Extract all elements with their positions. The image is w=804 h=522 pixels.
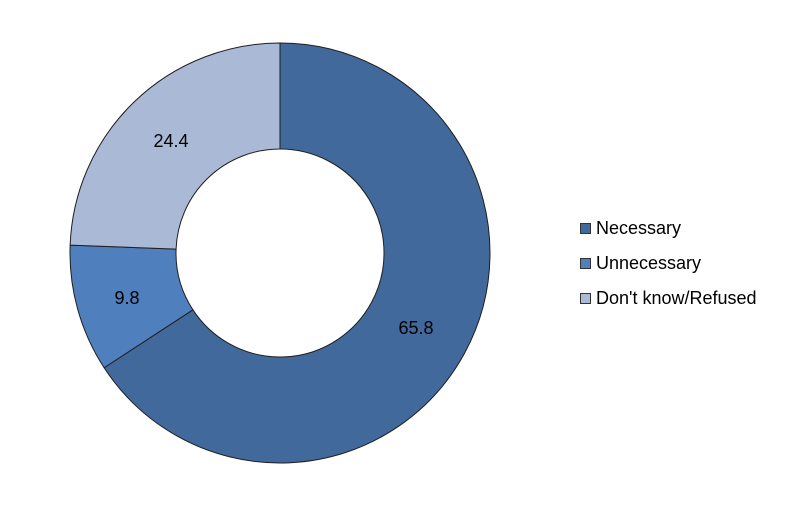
legend-swatch-dont-know-refused: [580, 293, 591, 304]
donut-data-labels: 65.8 9.8 24.4: [114, 131, 433, 338]
legend-swatch-unnecessary: [580, 258, 591, 269]
legend-item-necessary: Necessary: [580, 211, 757, 246]
donut-slices: [69, 42, 491, 464]
legend-item-unnecessary: Unnecessary: [580, 246, 757, 281]
legend-label-dont-know-refused: Don't know/Refused: [596, 288, 757, 308]
data-label-unnecessary: 9.8: [114, 288, 139, 308]
chart-legend: Necessary Unnecessary Don't know/Refused: [580, 211, 757, 316]
data-label-necessary: 65.8: [398, 318, 433, 338]
data-label-dont-know-refused: 24.4: [153, 131, 188, 151]
legend-item-dont-know-refused: Don't know/Refused: [580, 281, 757, 316]
legend-label-necessary: Necessary: [596, 218, 682, 238]
donut-slice-dont-know-refused: [69, 42, 281, 250]
donut-slice-necessary: [103, 42, 491, 464]
legend-swatch-necessary: [580, 223, 591, 234]
legend-label-unnecessary: Unnecessary: [596, 253, 702, 273]
